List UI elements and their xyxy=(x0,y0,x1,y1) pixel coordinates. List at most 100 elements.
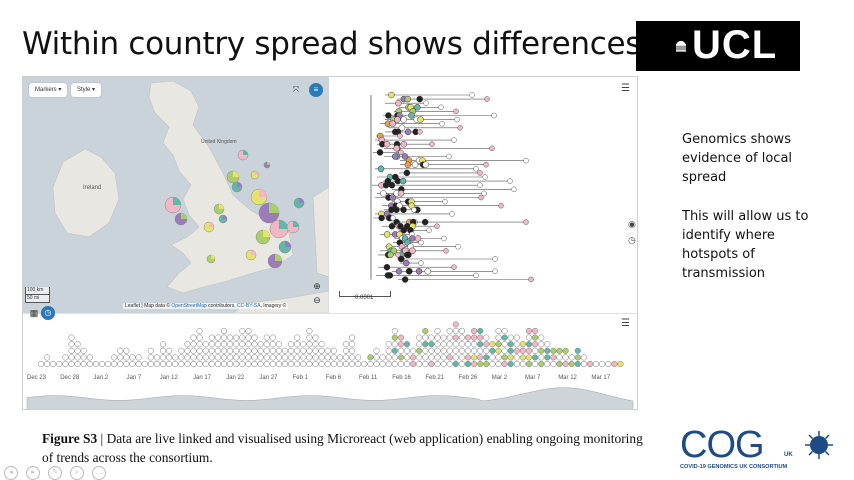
markers-dropdown[interactable]: Markers ▾ xyxy=(29,83,68,97)
timeline-dot[interactable] xyxy=(586,360,594,368)
timeline-dot[interactable] xyxy=(37,360,45,368)
timeline-dot[interactable] xyxy=(92,360,99,368)
timeline-dot[interactable] xyxy=(544,347,551,354)
timeline-dot[interactable] xyxy=(489,347,496,354)
timeline-dot[interactable] xyxy=(446,334,453,341)
timeline-dot[interactable] xyxy=(62,360,69,368)
timeline-dot[interactable] xyxy=(562,354,569,361)
timeline-dot[interactable] xyxy=(477,347,484,354)
timeline-menu-icon[interactable]: ☰ xyxy=(621,318,630,329)
timeline-dot[interactable] xyxy=(416,334,423,341)
map-marker[interactable] xyxy=(263,161,271,169)
tree-tip[interactable] xyxy=(404,128,412,136)
timeline-dot[interactable] xyxy=(324,354,331,361)
timeline-dot[interactable] xyxy=(74,354,81,361)
timeline-dot[interactable] xyxy=(428,360,435,368)
map-marker[interactable] xyxy=(258,202,280,224)
tree-tip[interactable] xyxy=(482,174,488,180)
timeline-dot[interactable] xyxy=(458,341,465,348)
tree-tip[interactable] xyxy=(528,276,534,283)
timeline-dot[interactable] xyxy=(428,334,435,341)
tree-tip[interactable] xyxy=(400,140,408,148)
tree-tip[interactable] xyxy=(498,202,504,209)
timeline-dot[interactable] xyxy=(269,354,276,361)
timeline-dot[interactable] xyxy=(525,334,533,341)
timeline-dot[interactable] xyxy=(349,334,356,341)
timeline-dot[interactable] xyxy=(519,341,526,348)
timeline-dot[interactable] xyxy=(477,360,484,368)
timeline-dot[interactable] xyxy=(288,341,295,348)
timeline-dot[interactable] xyxy=(129,354,136,361)
tree-canvas[interactable] xyxy=(331,77,637,313)
timeline-dot[interactable] xyxy=(458,334,465,341)
map-marker[interactable] xyxy=(203,221,215,233)
timeline-dot[interactable] xyxy=(312,341,319,348)
timeline-dot[interactable] xyxy=(342,347,350,354)
tree-tip[interactable] xyxy=(414,104,421,111)
timeline-view[interactable]: ▦ ◷ ☰ Dec 23 Dec 28 Jan 2 Jan 7 Jan 12 Jan 17… xyxy=(23,306,637,410)
timeline-dot[interactable] xyxy=(550,354,557,361)
tree-tip[interactable] xyxy=(395,99,402,107)
timeline-dot[interactable] xyxy=(434,334,441,341)
timeline-dot[interactable] xyxy=(214,334,221,341)
timeline-dot[interactable] xyxy=(275,347,282,354)
timeline-dot[interactable] xyxy=(434,354,441,361)
timeline-dot[interactable] xyxy=(422,327,429,335)
map-marker[interactable] xyxy=(250,170,260,180)
timeline-dot[interactable] xyxy=(306,354,313,361)
timeline-dot[interactable] xyxy=(117,347,124,354)
timeline-dot[interactable] xyxy=(416,341,423,348)
timeline-dot[interactable] xyxy=(281,347,289,354)
tree-tip[interactable] xyxy=(391,128,399,136)
timeline-dot[interactable] xyxy=(239,354,246,361)
timeline-dot[interactable] xyxy=(397,347,404,354)
timeline-dot[interactable] xyxy=(233,360,240,368)
tree-tip[interactable] xyxy=(393,145,400,152)
timeline-dot[interactable] xyxy=(349,360,356,368)
timeline-dot[interactable] xyxy=(556,347,563,354)
map-markers[interactable] xyxy=(164,149,305,269)
timeline-dot[interactable] xyxy=(202,347,209,354)
timeline-dot[interactable] xyxy=(190,354,197,361)
timeline-dot[interactable] xyxy=(544,360,551,368)
timeline-dot[interactable] xyxy=(574,360,581,368)
timeline-dot[interactable] xyxy=(147,360,154,368)
tree-tip[interactable] xyxy=(451,264,457,270)
timeline-dot[interactable] xyxy=(68,360,75,368)
timeline-dot[interactable] xyxy=(513,334,520,341)
timeline-dot[interactable] xyxy=(74,341,81,348)
timeline-dot[interactable] xyxy=(50,360,57,368)
timeline-dot[interactable] xyxy=(105,360,112,368)
timeline-dot[interactable] xyxy=(507,347,514,354)
timeline-dot[interactable] xyxy=(251,334,258,341)
timeline-dot[interactable] xyxy=(190,347,197,354)
timeline-dot[interactable] xyxy=(239,327,246,335)
tree-tip[interactable] xyxy=(411,207,417,213)
timeline-dot[interactable] xyxy=(397,354,404,361)
timeline-dot[interactable] xyxy=(159,360,167,368)
timeline-dot[interactable] xyxy=(147,354,154,361)
timeline-dot[interactable] xyxy=(361,360,368,368)
timeline-dot[interactable] xyxy=(385,354,392,361)
timeline-dot[interactable] xyxy=(251,341,258,348)
tree-tip[interactable] xyxy=(404,95,412,103)
tree-tip[interactable] xyxy=(389,120,396,127)
timeline-dot[interactable] xyxy=(385,347,392,354)
timeline-dot[interactable] xyxy=(446,347,453,354)
timeline-dot[interactable] xyxy=(318,360,325,368)
timeline-dot[interactable] xyxy=(538,334,545,341)
timeline-dot[interactable] xyxy=(245,354,252,361)
timeline-dot[interactable] xyxy=(434,327,441,335)
timeline-brush[interactable] xyxy=(26,387,634,410)
timeline-dot[interactable] xyxy=(312,360,319,368)
tree-tip[interactable] xyxy=(398,149,404,156)
tree-tip[interactable] xyxy=(383,263,391,271)
tree-tip[interactable] xyxy=(399,177,407,185)
timeline-dot[interactable] xyxy=(501,354,508,361)
timeline-dot[interactable] xyxy=(294,347,301,354)
timeline-dot[interactable] xyxy=(147,347,154,354)
timeline-dot[interactable] xyxy=(117,360,124,368)
timeline-dot[interactable] xyxy=(397,360,404,368)
timeline-dot[interactable] xyxy=(214,360,221,368)
timeline-dot[interactable] xyxy=(196,347,203,354)
